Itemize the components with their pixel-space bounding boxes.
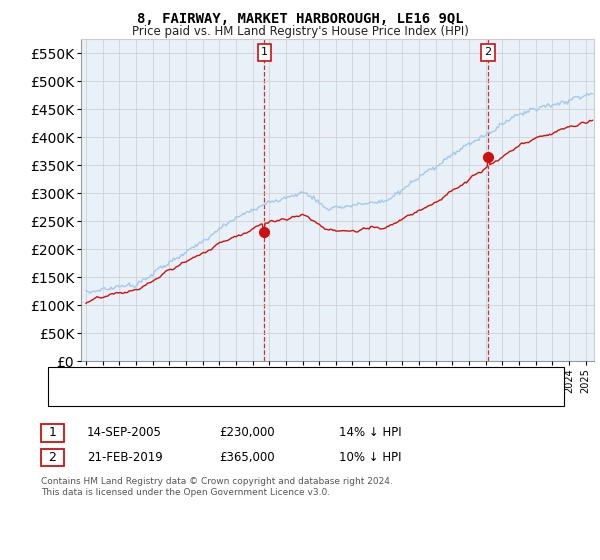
Text: 8, FAIRWAY, MARKET HARBOROUGH, LE16 9QL: 8, FAIRWAY, MARKET HARBOROUGH, LE16 9QL bbox=[137, 12, 463, 26]
Text: 14-SEP-2005: 14-SEP-2005 bbox=[87, 426, 162, 440]
Text: 8, FAIRWAY, MARKET HARBOROUGH, LE16 9QL (detached house): 8, FAIRWAY, MARKET HARBOROUGH, LE16 9QL … bbox=[96, 373, 433, 383]
Text: 1: 1 bbox=[48, 426, 56, 440]
Text: 2: 2 bbox=[484, 47, 491, 57]
Text: Price paid vs. HM Land Registry's House Price Index (HPI): Price paid vs. HM Land Registry's House … bbox=[131, 25, 469, 38]
Text: 14% ↓ HPI: 14% ↓ HPI bbox=[339, 426, 401, 440]
Text: £230,000: £230,000 bbox=[219, 426, 275, 440]
Text: HPI: Average price, detached house, Harborough: HPI: Average price, detached house, Harb… bbox=[96, 390, 351, 400]
Text: £365,000: £365,000 bbox=[219, 451, 275, 464]
Text: 2: 2 bbox=[48, 451, 56, 464]
Text: 21-FEB-2019: 21-FEB-2019 bbox=[87, 451, 163, 464]
Text: 1: 1 bbox=[261, 47, 268, 57]
Text: 10% ↓ HPI: 10% ↓ HPI bbox=[339, 451, 401, 464]
Text: Contains HM Land Registry data © Crown copyright and database right 2024.
This d: Contains HM Land Registry data © Crown c… bbox=[41, 477, 392, 497]
